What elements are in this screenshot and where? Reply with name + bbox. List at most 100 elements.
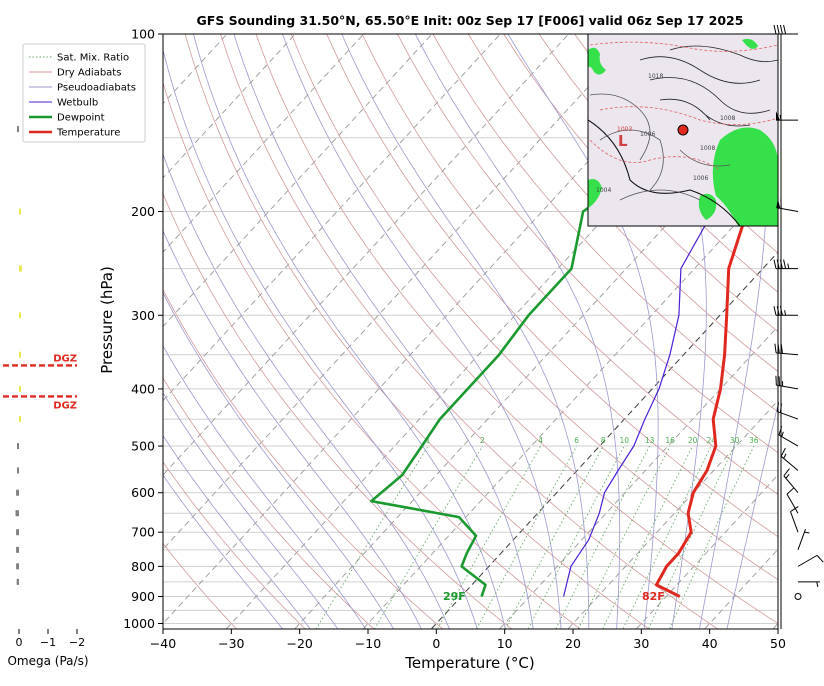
wind-barb	[775, 344, 798, 355]
pseudoadiabat	[342, 34, 589, 636]
barb-half	[817, 582, 818, 587]
calm-circle	[795, 594, 801, 600]
pseudoadiabat	[283, 34, 562, 636]
isotherm	[83, 34, 637, 636]
omega-bar	[16, 529, 19, 535]
barb-full	[774, 260, 776, 269]
barb-half	[804, 532, 809, 533]
wind-barb	[787, 488, 798, 513]
barb-full	[780, 25, 782, 34]
barb-full	[777, 25, 779, 34]
y-tick-label: 500	[131, 439, 155, 454]
x-tick-label: 30	[633, 636, 649, 651]
barb-full	[817, 555, 823, 562]
omega-bar	[16, 490, 19, 496]
barb-half	[785, 310, 786, 315]
mixing-ratio-label: 8	[601, 436, 606, 445]
wind-barb	[784, 469, 798, 493]
x-tick-label: 20	[565, 636, 581, 651]
wind-barb	[779, 426, 798, 446]
omega-bar	[17, 467, 19, 473]
x-tick-label: 0	[432, 636, 440, 651]
barb-staff	[798, 529, 806, 550]
barb-half	[782, 432, 784, 437]
x-tick-label: −40	[150, 636, 176, 651]
mixing-ratio-line	[645, 446, 734, 636]
x-axis-label: Temperature (°C)	[404, 654, 534, 672]
omega-bar	[19, 312, 21, 318]
x-tick-label: −10	[355, 636, 381, 651]
omega-bar	[17, 443, 19, 449]
mixing-ratio-label: 4	[538, 436, 543, 445]
wind-barb	[798, 555, 823, 566]
mixing-ratio-label: 10	[620, 436, 630, 445]
mixing-ratio-line	[575, 446, 670, 636]
omega-bar	[19, 266, 22, 272]
omega-bar	[17, 579, 19, 585]
omega-bar	[16, 547, 19, 553]
omega-bar	[19, 352, 21, 358]
barb-full	[774, 306, 776, 315]
barb-staff	[776, 385, 798, 389]
y-tick-label: 400	[131, 381, 155, 396]
wind-barb	[777, 402, 798, 419]
y-tick-label: 600	[131, 485, 155, 500]
legend-label: Dry Adiabats	[57, 68, 121, 79]
barb-staff	[779, 435, 798, 446]
dry-adiabat	[114, 34, 520, 636]
wind-barb	[776, 376, 798, 389]
omega-bar	[17, 126, 19, 132]
mixing-ratio-label: 16	[665, 436, 675, 445]
isobar-label: 1006	[693, 175, 708, 182]
omega-ticks: 0−1−2	[16, 629, 86, 649]
omega-panel: DGZ DGZ 0−1−2 Omega (Pa/s)	[3, 126, 89, 668]
legend-label: Wetbulb	[57, 98, 98, 109]
pseudoadiabat	[130, 34, 453, 636]
x-tick-label: −30	[218, 636, 244, 651]
isobar-label: 1003	[617, 126, 632, 133]
isobar-label: 1004	[596, 187, 611, 194]
isobar-label: 1006	[640, 131, 655, 138]
y-axis-label: Pressure (hPa)	[98, 266, 116, 374]
chart-title: GFS Sounding 31.50°N, 65.50°E Init: 00z …	[197, 13, 744, 28]
legend-label: Pseudoadiabats	[57, 83, 136, 94]
isobar-label: 1018	[648, 73, 663, 80]
y-tick-label: 1000	[123, 616, 155, 631]
wind-barb	[798, 582, 820, 587]
dry-adiabat	[787, 34, 824, 636]
omega-bar	[19, 208, 21, 214]
x-tick-label: 50	[770, 636, 786, 651]
mixing-ratio-line	[552, 446, 649, 636]
barb-half	[786, 474, 789, 478]
omega-axis-label: Omega (Pa/s)	[7, 654, 88, 668]
x-tick-label: 10	[497, 636, 513, 651]
barb-full	[781, 448, 785, 456]
surface-dewpoint-label: 29F	[443, 590, 466, 603]
barb-staff	[777, 412, 798, 420]
inset-map: L 1018 1008 1004 1003 1006 1006 1008	[588, 34, 778, 226]
mixing-ratio-line	[620, 446, 712, 636]
wind-barb	[790, 507, 798, 533]
wind-barb	[774, 25, 798, 34]
pseudoadiabat	[193, 34, 506, 636]
legend-label: Sat. Mix. Ratio	[57, 53, 129, 64]
isobar-label: 1008	[720, 115, 735, 122]
omega-bar	[16, 563, 19, 569]
dgz-label: DGZ	[53, 400, 77, 411]
mixing-ratio-label: 2	[480, 436, 485, 445]
wind-barb	[776, 199, 798, 212]
dgz-label: DGZ	[53, 353, 77, 364]
barb-staff	[798, 555, 817, 566]
wind-barb	[776, 111, 798, 120]
barb-staff	[790, 512, 798, 533]
mixing-ratio-line	[371, 446, 483, 636]
surface-temperature-label: 82F	[642, 590, 665, 603]
mixing-ratio-label: 20	[688, 436, 698, 445]
wind-barb	[798, 529, 809, 550]
wind-barbs	[774, 25, 823, 629]
barb-full	[784, 25, 786, 34]
mixing-ratio-label: 6	[574, 436, 579, 445]
